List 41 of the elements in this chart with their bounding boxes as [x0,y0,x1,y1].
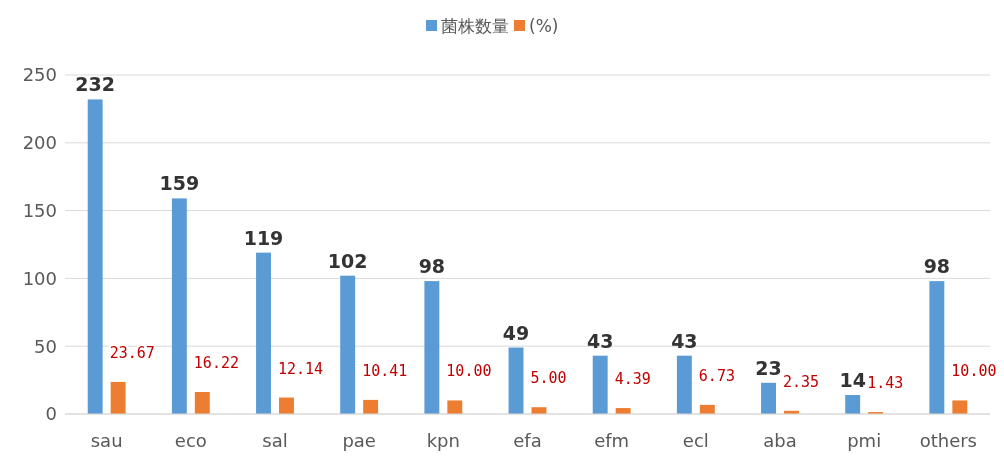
data-label: 98 [418,255,446,278]
y-tick-label: 250 [22,64,57,86]
data-label: 4.39 [614,370,651,389]
x-tick-label: pmi [847,430,882,451]
data-label: 6.73 [698,366,735,385]
x-tick-label: others [919,430,978,451]
data-label: 12.14 [278,359,324,378]
legend-label: 菌株数量 [441,15,509,36]
data-label: 102 [327,249,368,272]
x-tick-label: kpn [426,430,460,451]
x-tick-label: sau [90,430,123,451]
data-label: 2.35 [783,372,820,391]
data-label: 23.67 [109,343,155,362]
x-tick-label: ecl [682,430,709,451]
x-tick-label: efa [513,430,542,451]
data-label: 1.43 [867,374,904,393]
data-label: 98 [923,255,951,278]
y-tick-label: 0 [45,403,57,425]
data-label: 14 [839,369,866,392]
data-label: 119 [243,226,284,249]
x-tick-label: eco [174,430,207,451]
x-tick-label: aba [763,430,797,451]
data-label: 10.41 [362,361,408,380]
x-tick-label: efm [594,430,630,451]
x-tick-label: pae [342,430,376,451]
legend-label: (%) [529,15,559,36]
data-label: 16.22 [193,354,239,373]
y-tick-label: 50 [34,335,57,357]
data-label: 10.00 [951,362,997,381]
data-label: 49 [502,321,530,344]
y-tick-label: 100 [22,267,57,289]
y-tick-label: 200 [22,132,57,154]
y-tick-label: 150 [22,199,57,221]
data-label: 232 [75,73,116,96]
data-label: 159 [159,172,200,195]
x-tick-label: sal [262,430,288,451]
data-label: 10.00 [446,362,492,381]
data-label: 43 [671,329,698,352]
data-label: 5.00 [530,369,567,388]
data-label: 23 [755,356,782,379]
data-label: 43 [586,329,614,352]
